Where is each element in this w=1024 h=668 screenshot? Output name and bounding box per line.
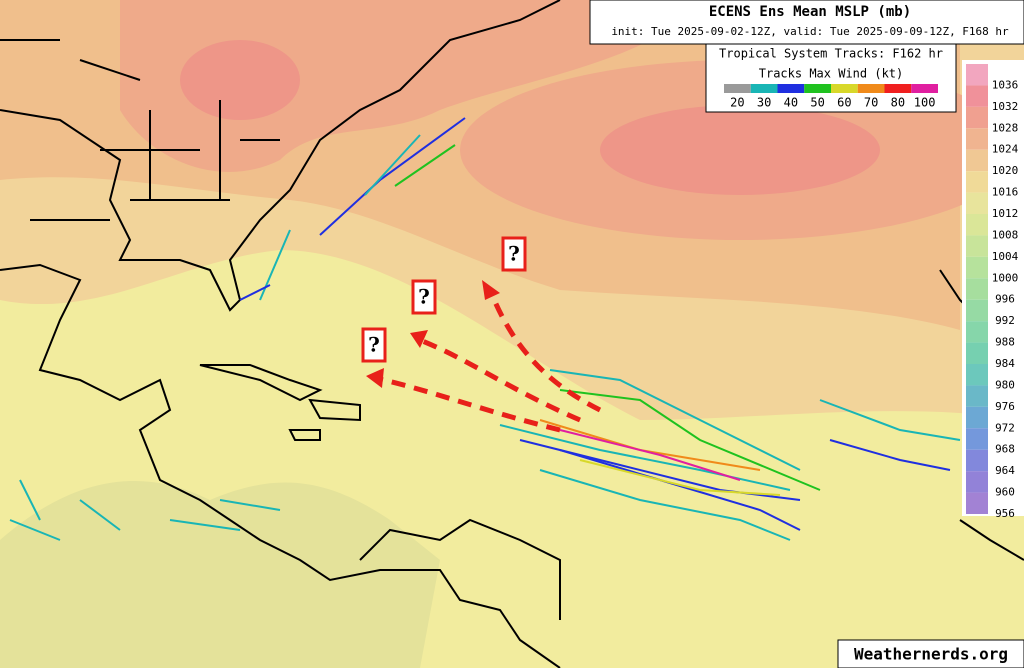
colorbar-label: 996 <box>995 293 1015 306</box>
wind-label: 100 <box>914 96 936 110</box>
wind-legend: 20 30 40 50 60 70 80 100 <box>724 84 938 110</box>
colorbar-swatch <box>966 449 988 472</box>
wind-label: 20 <box>730 96 744 110</box>
question-box <box>501 236 527 272</box>
colorbar-label: 976 <box>995 400 1015 413</box>
colorbar-label: 980 <box>995 378 1015 391</box>
question-mark: ? <box>368 333 380 357</box>
legend-box <box>705 43 957 113</box>
colorbar-label: 1000 <box>992 271 1019 284</box>
colorbar-swatch <box>966 278 988 300</box>
wind-swatch <box>831 84 858 93</box>
annotations: ??? <box>361 236 527 363</box>
wind-swatch <box>804 84 831 93</box>
colorbar-label: 992 <box>995 314 1015 327</box>
title: ECENS Ens Mean MSLP (mb) <box>709 4 911 20</box>
colorbar-swatch <box>966 64 988 86</box>
wind-swatch <box>911 84 938 93</box>
credit: Weathernerds.org <box>854 645 1008 664</box>
wind-swatch <box>777 84 805 93</box>
wind-swatch <box>884 84 912 93</box>
colorbar-swatch <box>966 385 988 407</box>
colorbar-swatch <box>966 342 988 364</box>
land-shade <box>0 480 440 668</box>
wind-label: 50 <box>810 96 824 110</box>
colorbar-label: 968 <box>995 443 1015 456</box>
colorbar-label: 1032 <box>992 100 1019 113</box>
wind-swatch <box>724 84 751 93</box>
wind-swatch <box>750 84 778 93</box>
wind-label: 40 <box>784 96 798 110</box>
colorbar-swatch <box>966 256 988 279</box>
colorbar-label: 956 <box>995 507 1015 520</box>
colorbar-label: 1012 <box>992 207 1019 220</box>
pressure-1024 <box>120 0 700 172</box>
colorbar-label: 1024 <box>992 143 1019 156</box>
colorbar-label: 960 <box>995 486 1015 499</box>
colorbar-swatch <box>966 321 988 343</box>
colorbar-swatch <box>966 235 988 257</box>
wind-swatch <box>857 84 885 93</box>
wind-label: 60 <box>837 96 851 110</box>
colorbar-label: 1004 <box>992 250 1019 263</box>
colorbar-swatch <box>966 299 988 322</box>
wind-label: 80 <box>891 96 905 110</box>
colorbar-label: 1020 <box>992 164 1019 177</box>
tracks <box>9 117 961 541</box>
subtitle: init: Tue 2025-09-02-12Z, valid: Tue 202… <box>611 25 1009 38</box>
question-mark: ? <box>418 285 430 309</box>
question-box <box>361 327 387 363</box>
colorbar-label: 1016 <box>992 186 1019 199</box>
colorbar-swatch <box>966 364 988 386</box>
colorbar-label: 1036 <box>992 78 1019 91</box>
pressure-1028 <box>600 105 880 195</box>
legend-subtitle: Tracks Max Wind (kt) <box>759 67 904 81</box>
question-mark: ? <box>508 242 520 266</box>
arrows <box>366 280 602 433</box>
question-box <box>411 279 437 315</box>
colorbar-swatch <box>966 428 988 450</box>
colorbar-swatch <box>966 492 988 514</box>
colorbar-swatch <box>966 471 988 493</box>
colorbar-swatch <box>966 149 988 172</box>
colorbar-swatch <box>966 128 988 150</box>
credit-box <box>837 639 1024 668</box>
wind-label: 30 <box>757 96 771 110</box>
colorbar-swatch <box>966 171 988 193</box>
colorbar-label: 1028 <box>992 121 1019 134</box>
colorbar: 1036 1032 1028 1024 1020 1016 1012 1008 1004 1000… <box>966 64 1019 520</box>
colorbar-swatch <box>966 406 988 429</box>
colorbar-swatch <box>966 192 988 214</box>
legend-title: Tropical System Tracks: F162 hr <box>719 47 943 61</box>
colorbar-label: 964 <box>995 464 1015 477</box>
header-box <box>589 0 1024 45</box>
colorbar-label: 988 <box>995 336 1015 349</box>
colorbar-swatch <box>966 85 988 107</box>
pressure-1028 <box>180 40 300 120</box>
wind-label: 70 <box>864 96 878 110</box>
colorbar-label: 972 <box>995 421 1015 434</box>
colorbar-label: 1008 <box>992 228 1019 241</box>
colorbar-swatch <box>966 106 988 129</box>
colorbar-swatch <box>966 214 988 236</box>
colorbar-label: 984 <box>995 357 1015 370</box>
